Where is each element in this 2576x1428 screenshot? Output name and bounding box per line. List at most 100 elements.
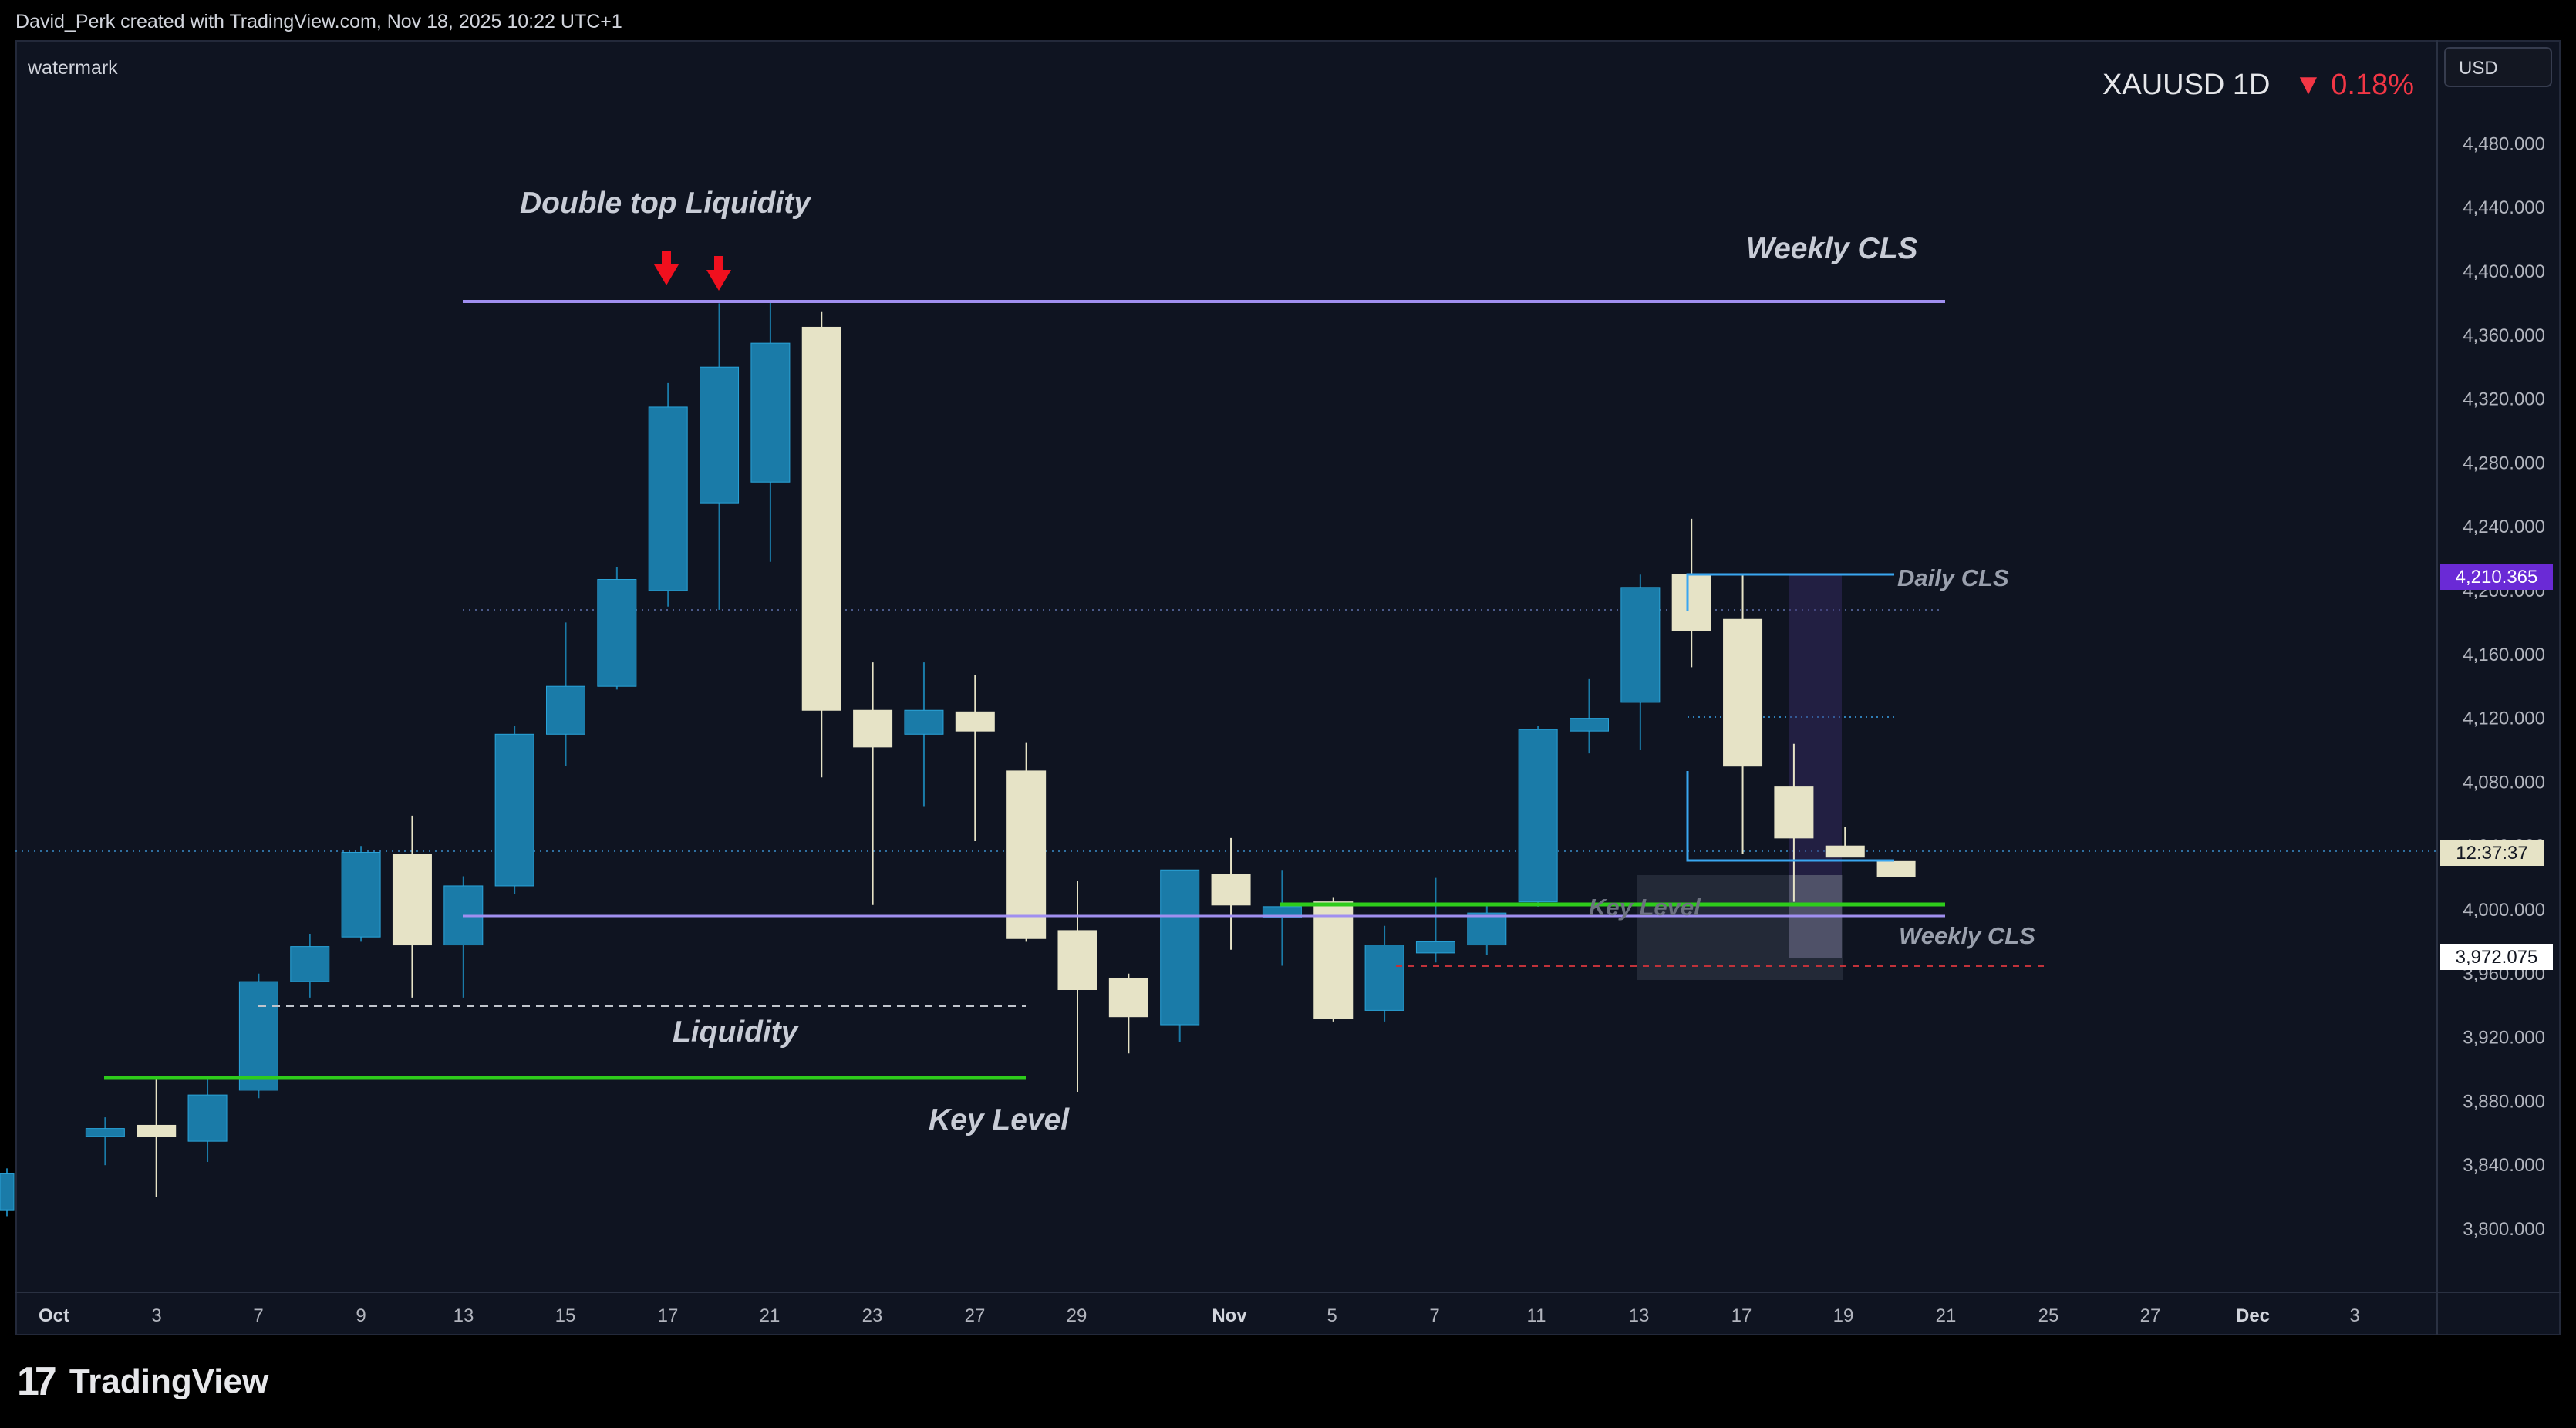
daily-cls-price-text: 4,210.365 [2456,567,2538,588]
tradingview-wordmark: TradingView [69,1362,269,1400]
currency-button[interactable] [2444,47,2552,87]
x-tick-label: 17 [658,1305,679,1326]
candle-body [1671,574,1711,631]
x-tick-label: 23 [862,1305,883,1326]
candle [1364,925,1404,1022]
candle-body [1415,941,1455,954]
y-tick-label: 3,800.000 [2463,1219,2545,1240]
candle [1518,726,1558,907]
down-arrow-icon [654,251,679,285]
candle [1570,678,1609,754]
symbol-title: XAUUSD 1D ▼ 0.18% [2102,69,2414,101]
candle-body [392,854,432,946]
candle-body [853,709,893,748]
candle-body [1313,901,1354,1019]
currency-label: USD [2459,58,2498,79]
candle-body [801,326,841,711]
y-tick-label: 3,880.000 [2463,1091,2545,1112]
candle-body [1518,729,1558,903]
candle [187,1076,228,1163]
candle-body [546,685,585,735]
projection-box-grey [1637,875,1843,980]
candle-body [750,342,791,483]
daily-cls-price-badge [2440,564,2553,590]
candle [597,566,637,690]
annotation-weekly-cls-right[interactable]: Weekly CLS [1899,922,2035,949]
daily-cls-bracket[interactable] [1686,573,1894,611]
annotation-double-top[interactable]: Double top Liquidity [520,187,812,220]
change-percent: 0.18% [2331,69,2414,101]
last-price-text: 3,972.075 [2456,947,2538,968]
x-tick-label: Nov [1212,1305,1247,1326]
candle [904,662,944,807]
y-tick-label: 4,120.000 [2463,709,2545,729]
y-tick-label: 3,840.000 [2463,1155,2545,1176]
candle-body [85,1128,125,1137]
daily-cls-bracket-bottom[interactable] [1686,771,1894,862]
annotation-liquidity[interactable]: Liquidity [673,1015,800,1049]
candle-body [1211,874,1251,906]
candle-live [1876,860,1916,877]
y-axis-ticks: 4,480.000 4,440.000 4,400.000 4,360.000 4,32… [2463,133,2545,1240]
y-tick-label: 4,280.000 [2463,453,2545,473]
candle [341,846,381,942]
candle [1262,870,1302,966]
watermark-label: watermark [27,57,118,79]
candle-body [955,711,995,732]
candle-body [1467,912,1507,946]
candles-layer [0,300,1916,1217]
x-tick-label: Oct [39,1305,69,1326]
candle-body [1620,587,1661,703]
x-tick-label: 5 [1327,1305,1337,1326]
candle-body [137,1124,177,1137]
y-tick-label: 4,240.000 [2463,517,2545,537]
y-tick-label: 4,440.000 [2463,197,2545,218]
candle [648,382,688,607]
candle [1774,743,1814,902]
x-tick-label: 27 [965,1305,986,1326]
candle-body [597,579,637,687]
x-tick-label: 21 [760,1305,781,1326]
candle [1108,973,1148,1054]
down-arrow-icon: ▼ [2294,69,2323,101]
annotation-key-level-right[interactable]: Key Level [1589,894,1701,921]
footer-bar [0,1335,2576,1428]
annotation-daily-cls[interactable]: Daily CLS [1897,564,2009,591]
candle [137,1077,177,1197]
candle [546,622,585,766]
chart-panel[interactable] [15,40,2561,1335]
candle [392,815,432,998]
candle-body [648,406,688,591]
x-axis-ticks: Oct 3 7 9 13 15 17 21 23 27 29 Nov 5 7 11 13 17 19 21 25 27 D… [39,1305,2360,1326]
candle-body [1825,845,1865,858]
candle [0,1168,15,1217]
annotation-key-level-bottom[interactable]: Key Level [929,1103,1070,1137]
x-tick-label: 15 [555,1305,576,1326]
y-tick-label: 4,360.000 [2463,325,2545,346]
x-tick-label: 17 [1731,1305,1752,1326]
candle [290,934,330,998]
x-tick-label: 25 [2038,1305,2059,1326]
annotation-weekly-cls-top[interactable]: Weekly CLS [1746,232,1918,265]
y-tick-label: 4,400.000 [2463,261,2545,282]
y-tick-label: 4,480.000 [2463,133,2545,154]
candle-body [341,851,381,938]
candle [1057,881,1097,1092]
candle-body [494,733,534,887]
candle-body [290,946,330,982]
attribution-bar: David_Perk created with TradingView.com,… [0,0,2576,39]
x-tick-label: 3 [2349,1305,2359,1326]
projection-box-purple [1789,574,1842,958]
candle-body [1570,718,1609,732]
candle [1467,904,1507,955]
candle [1006,742,1047,942]
x-tick-label: 19 [1833,1305,1854,1326]
x-tick-label: 11 [1527,1305,1546,1326]
tradingview-logo[interactable]: 17 TradingView [17,1359,268,1405]
candle-body [1006,770,1047,939]
down-arrow-icon [706,256,731,291]
candle [853,662,893,905]
candle [85,1117,125,1166]
x-tick-label: 9 [356,1305,366,1326]
